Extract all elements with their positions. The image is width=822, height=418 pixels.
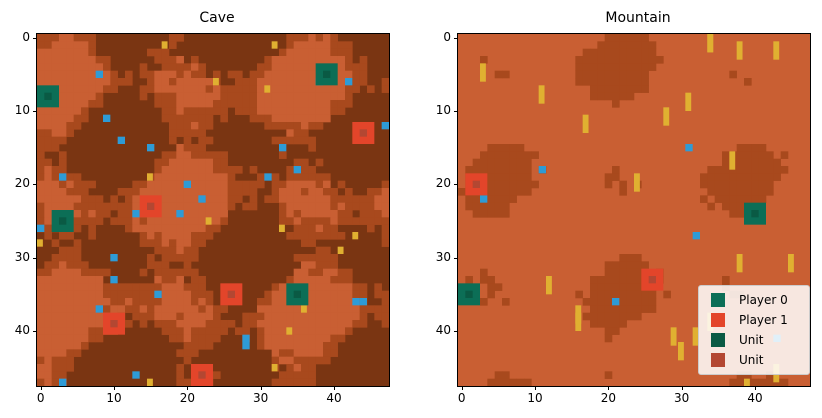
mountain-title: Mountain — [605, 10, 671, 26]
y-tick-mark — [454, 184, 458, 186]
y-tick-mark — [454, 331, 458, 332]
legend-swatch-unit1 — [711, 353, 725, 367]
unit-marker-2 — [59, 217, 67, 225]
y-tick-label: 20 — [14, 176, 30, 191]
unit-marker-4 — [359, 129, 367, 137]
legend-label-unit0: Unit — [739, 333, 764, 347]
x-tick-mark — [535, 386, 536, 390]
x-tick-mark — [755, 386, 756, 390]
x-tick-label: 10 — [106, 391, 122, 405]
cave-panel: Cave 0 0 10 10 20 20 30 30 40 40 — [14, 10, 390, 405]
y-tick-label: 10 — [435, 103, 451, 117]
x-tick-mark — [187, 386, 189, 390]
cave-map — [36, 33, 390, 387]
unit-marker-1 — [751, 210, 759, 218]
unit-marker-7 — [110, 320, 118, 328]
x-tick-mark — [461, 386, 463, 390]
unit-marker-2 — [648, 276, 656, 284]
x-tick-mark — [260, 386, 262, 390]
x-tick-label: 30 — [674, 391, 690, 405]
y-tick-label: 20 — [435, 176, 451, 191]
x-tick-label: 20 — [600, 391, 616, 405]
unit-marker-3 — [465, 290, 473, 298]
y-tick-mark — [33, 111, 37, 112]
y-tick-mark — [454, 37, 458, 39]
x-tick-mark — [681, 386, 683, 390]
y-tick-label: 0 — [22, 29, 30, 44]
legend-item-player1: Player 1 — [707, 310, 801, 330]
x-tick-label: 40 — [747, 391, 763, 405]
y-tick-label: 30 — [14, 249, 30, 264]
y-tick-label: 0 — [443, 29, 451, 44]
legend-label-player1: Player 1 — [739, 313, 788, 327]
y-tick-mark — [33, 257, 37, 259]
legend-item-unit1: Unit — [707, 350, 801, 370]
y-tick-label: 40 — [435, 323, 451, 337]
x-tick-mark — [608, 386, 610, 390]
unit-marker-0 — [44, 92, 52, 100]
legend-label-unit1: Unit — [739, 353, 764, 367]
y-tick-mark — [33, 184, 37, 186]
x-tick-label: 0 — [457, 391, 466, 405]
legend-swatch-player1 — [711, 313, 725, 327]
y-tick-mark — [33, 331, 37, 332]
y-tick-label: 10 — [14, 103, 30, 117]
x-tick-label: 0 — [36, 391, 45, 405]
unit-marker-6 — [227, 290, 235, 298]
legend: Player 0 Player 1 Unit Unit — [698, 285, 810, 375]
mountain-panel: Mountain 0 0 10 10 20 20 30 30 40 40 — [436, 10, 811, 405]
legend-item-player0: Player 0 — [707, 290, 801, 310]
x-tick-label: 40 — [326, 391, 342, 405]
unit-marker-5 — [147, 202, 155, 210]
x-tick-label: 30 — [253, 391, 269, 405]
y-tick-label: 30 — [435, 249, 451, 264]
x-tick-mark — [334, 386, 335, 390]
y-tick-mark — [454, 111, 458, 112]
x-tick-label: 10 — [527, 391, 543, 405]
resource-tiles — [37, 41, 389, 386]
unit-marker-0 — [472, 180, 480, 188]
y-tick-label: 40 — [14, 323, 30, 337]
x-tick-label: 20 — [179, 391, 195, 405]
y-tick-mark — [454, 257, 458, 259]
cave-map-svg — [37, 34, 389, 386]
cave-title: Cave — [199, 10, 235, 26]
terrain-tiles — [458, 34, 789, 386]
legend-item-unit0: Unit — [707, 330, 801, 350]
y-tick-mark — [33, 37, 37, 39]
legend-swatch-unit0 — [711, 333, 725, 347]
legend-label-player0: Player 0 — [739, 293, 788, 307]
unit-marker-1 — [323, 70, 331, 78]
unit-marker-8 — [198, 371, 206, 379]
unit-marker-3 — [293, 290, 301, 298]
x-tick-mark — [40, 386, 42, 390]
x-tick-mark — [114, 386, 115, 390]
legend-swatch-player0 — [711, 293, 725, 307]
